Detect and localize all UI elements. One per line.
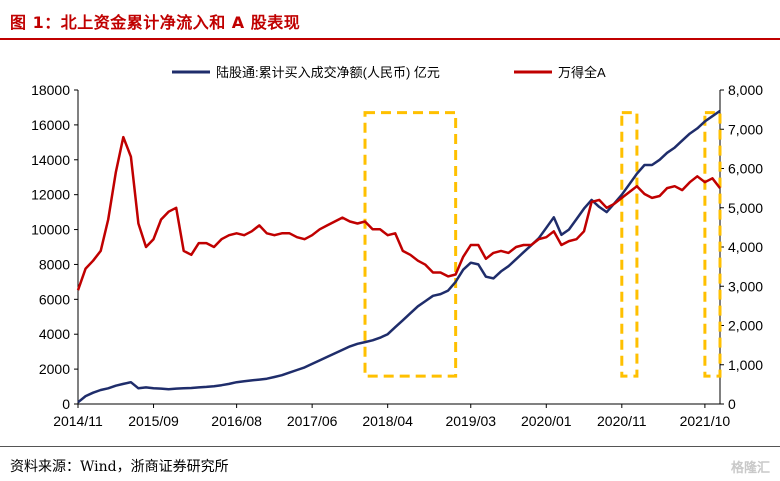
left-axis-tick-label: 2000 <box>39 361 70 377</box>
highlight-box <box>363 111 458 378</box>
x-axis-tick-label: 2019/03 <box>445 413 496 429</box>
source-note: 资料来源：Wind，浙商证券研究所 <box>10 459 229 475</box>
left-axis-tick-label: 4000 <box>39 326 70 342</box>
highlight-box <box>620 111 639 378</box>
right-axis-tick-label: 5,000 <box>728 200 763 216</box>
left-axis-tick-label: 12000 <box>31 187 70 203</box>
chart-area: 0 2000 4000 6000 8000 10000 12000 14000 16000 180… <box>0 44 780 444</box>
x-axis-tick-label: 2015/09 <box>128 413 179 429</box>
x-axis-tick-label: 2020/11 <box>597 413 647 429</box>
x-axis-tick-label: 2021/10 <box>680 413 731 429</box>
right-axis-tick-label: 7,000 <box>728 121 763 137</box>
x-axis-tick-label: 2018/04 <box>362 413 413 429</box>
legend-label-2: 万得全A <box>558 65 606 80</box>
right-axis-tick-label: 0 <box>728 396 736 412</box>
figure-title: 图 1：北上资金累计净流入和 A 股表现 <box>10 13 301 32</box>
left-axis-tick-label: 6000 <box>39 291 70 307</box>
x-axis-tick-label: 2014/11 <box>53 413 103 429</box>
left-axis-tick-label: 18000 <box>31 82 70 98</box>
figure-header: 图 1：北上资金累计净流入和 A 股表现 <box>0 0 780 40</box>
source-rule <box>0 446 780 447</box>
right-axis-tick-label: 2,000 <box>728 318 763 334</box>
watermark-logo: 格隆汇 <box>730 461 770 476</box>
right-axis-tick-label: 3,000 <box>728 278 763 294</box>
left-axis-tick-label: 10000 <box>31 222 70 238</box>
left-axis-tick-label: 16000 <box>31 117 70 133</box>
left-axis-tick-label: 8000 <box>39 256 70 272</box>
right-axis-tick-label: 8,000 <box>728 82 763 98</box>
left-axis-tick-label: 14000 <box>31 152 70 168</box>
x-axis-tick-label: 2016/08 <box>211 413 262 429</box>
legend-label-1: 陆股通:累计买入成交净额(人民币) 亿元 <box>216 65 440 80</box>
right-axis-tick-label: 4,000 <box>728 239 763 255</box>
title-rule <box>0 38 780 40</box>
left-axis-tick-label: 0 <box>62 396 70 412</box>
x-axis-tick-label: 2017/06 <box>287 413 338 429</box>
right-axis-tick-label: 1,000 <box>728 357 763 373</box>
right-axis-tick-label: 6,000 <box>728 161 763 177</box>
highlight-box <box>703 111 722 378</box>
line-chart: 0 2000 4000 6000 8000 10000 12000 14000 16000 180… <box>31 65 763 429</box>
chart-legend: 陆股通:累计买入成交净额(人民币) 亿元 万得全A <box>172 65 606 80</box>
x-axis-tick-label: 2020/01 <box>521 413 572 429</box>
series-line-2 <box>76 135 721 291</box>
series-line-1 <box>77 109 721 404</box>
